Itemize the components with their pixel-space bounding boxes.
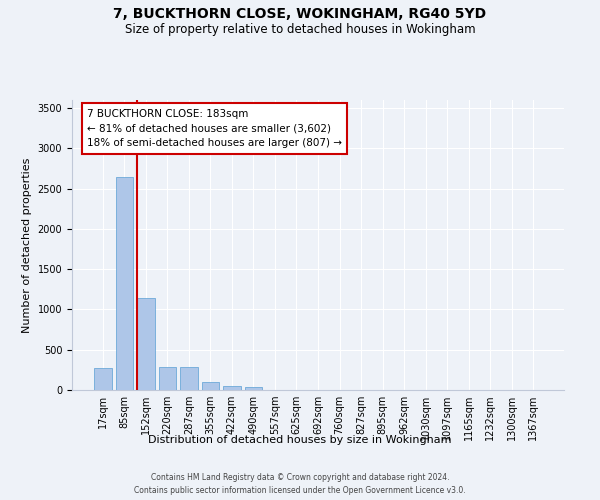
Text: Contains HM Land Registry data © Crown copyright and database right 2024.
Contai: Contains HM Land Registry data © Crown c… <box>134 474 466 495</box>
Text: 7 BUCKTHORN CLOSE: 183sqm
← 81% of detached houses are smaller (3,602)
18% of se: 7 BUCKTHORN CLOSE: 183sqm ← 81% of detac… <box>87 108 342 148</box>
Text: Distribution of detached houses by size in Wokingham: Distribution of detached houses by size … <box>148 435 452 445</box>
Text: Size of property relative to detached houses in Wokingham: Size of property relative to detached ho… <box>125 22 475 36</box>
Bar <box>137 298 155 390</box>
Bar <box>223 386 241 390</box>
Bar <box>181 367 197 390</box>
Bar <box>94 368 112 390</box>
Bar <box>116 178 133 390</box>
Bar <box>202 382 219 390</box>
Y-axis label: Number of detached properties: Number of detached properties <box>22 158 32 332</box>
Bar <box>245 387 262 390</box>
Bar <box>159 366 176 390</box>
Text: 7, BUCKTHORN CLOSE, WOKINGHAM, RG40 5YD: 7, BUCKTHORN CLOSE, WOKINGHAM, RG40 5YD <box>113 8 487 22</box>
